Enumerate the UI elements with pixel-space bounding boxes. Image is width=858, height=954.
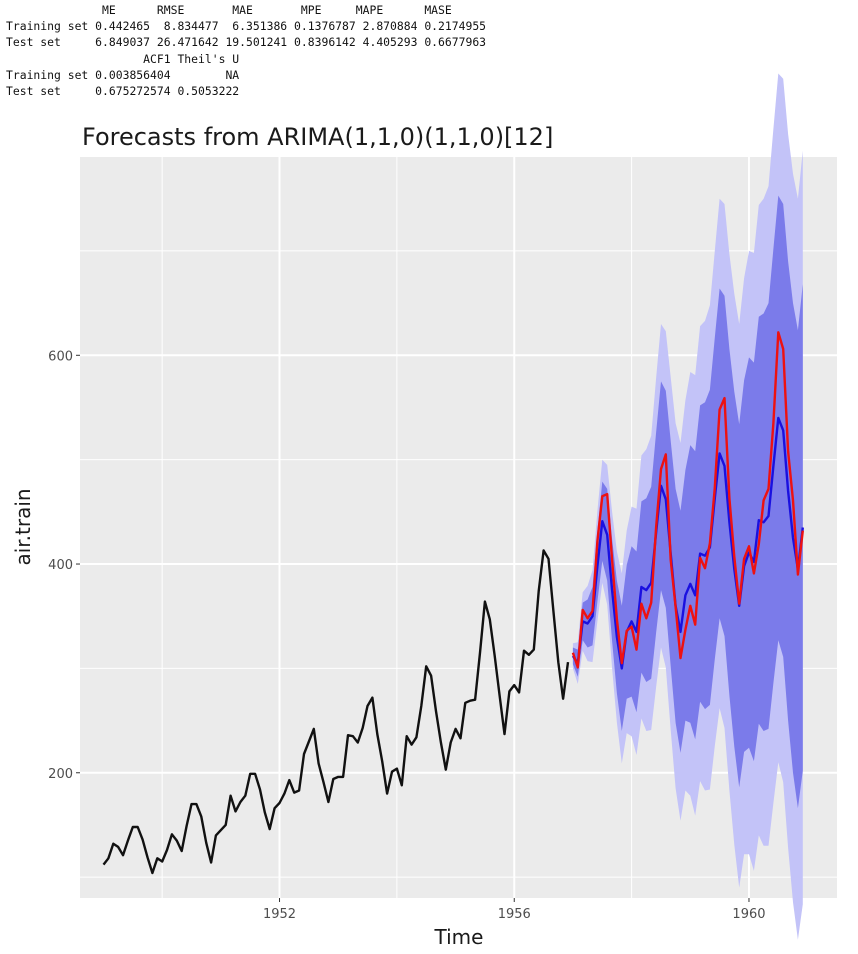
prediction-interval-80 <box>572 195 803 809</box>
x-tick-label: 1952 <box>263 907 296 922</box>
accuracy-row-training-2: Training set 0.003856404 NA <box>6 67 240 82</box>
accuracy-header-2: ACF1 Theil's U <box>6 51 240 66</box>
series-lines <box>102 331 804 875</box>
x-tick-label: 1956 <box>498 907 531 922</box>
accuracy-row-test-1: Test set 6.849037 26.471642 19.501241 0.… <box>6 35 487 50</box>
chart-title: Forecasts from ARIMA(1,1,0)(1,1,0)[12] <box>82 123 553 151</box>
y-tick-label: 600 <box>48 349 73 364</box>
accuracy-row-training-1: Training set 0.442465 8.834477 6.351386 … <box>6 19 487 34</box>
actual-test-series-line <box>571 331 804 669</box>
axes: 200 400 600 1952 1956 1960 <box>48 349 765 922</box>
history-series-line <box>102 549 570 875</box>
x-tick-label: 1960 <box>732 907 765 922</box>
y-tick-label: 200 <box>48 767 73 782</box>
accuracy-table: ME RMSE MAE MPE MAPE MASE Training set 0… <box>6 2 486 99</box>
x-axis-title: Time <box>434 925 484 949</box>
y-axis-title: air.train <box>11 488 35 565</box>
accuracy-header-1: ME RMSE MAE MPE MAPE MASE <box>6 3 452 17</box>
accuracy-row-test-2: Test set 0.675272574 0.5053222 <box>6 84 240 99</box>
prediction-intervals <box>572 73 803 940</box>
forecast-series-line <box>571 416 804 670</box>
y-tick-label: 400 <box>48 558 73 573</box>
